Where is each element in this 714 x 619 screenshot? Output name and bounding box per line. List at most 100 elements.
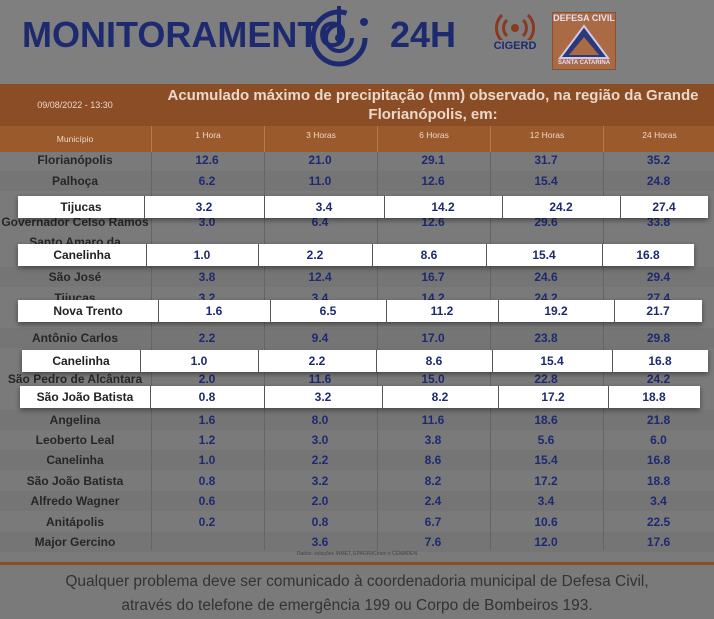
table-row: São Pedro de Alcântara 2.0 11.6 15.0 22.8 24.… xyxy=(0,369,714,389)
row-value: 15.4 xyxy=(534,174,558,188)
row-value: 29.1 xyxy=(421,153,445,167)
row-name: Florianópolis xyxy=(37,153,113,167)
card-value: 3.4 xyxy=(264,196,385,218)
row-value: 35.2 xyxy=(646,153,671,167)
row-value: 0.6 xyxy=(198,494,216,508)
row-name: Canelinha xyxy=(46,453,104,467)
row-value: 11.6 xyxy=(308,372,332,386)
triangle-emblem-icon xyxy=(558,24,610,59)
row-value: 2.2 xyxy=(311,453,329,467)
page-title: MONITORAMENTO xyxy=(22,14,347,55)
card-value: 3.2 xyxy=(144,196,265,218)
title-24h: 24H xyxy=(390,14,457,55)
col-header-24h: 24 Horas xyxy=(603,126,714,152)
card-name: Tijucas xyxy=(18,196,145,218)
card-value: 8.6 xyxy=(372,244,487,266)
highlight-card: Tijucas 3.2 3.4 14.2 24.2 27.4 xyxy=(18,196,708,218)
table-row: São José 3.8 12.4 16.7 24.6 29.4 xyxy=(0,267,714,287)
row-value: 5.6 xyxy=(537,433,555,447)
row-value: 22.8 xyxy=(534,372,558,386)
row-value: 21.0 xyxy=(308,153,332,167)
row-value: 11.6 xyxy=(421,413,445,427)
card-value: 17.2 xyxy=(498,386,609,408)
col-header-1h: 1 Hora xyxy=(151,126,264,152)
row-name: Major Gercino xyxy=(34,535,116,549)
card-name: Canelinha xyxy=(22,350,141,372)
row-value: 3.0 xyxy=(198,215,216,229)
footer-line-2: através do telefone de emergência 199 ou… xyxy=(121,597,593,614)
row-value: 0.2 xyxy=(198,515,216,529)
row-value: 29.8 xyxy=(646,331,671,345)
row-value: 24.8 xyxy=(646,174,671,188)
highlight-card: Nova Trento 1.6 6.5 11.2 19.2 21.7 xyxy=(18,300,702,322)
row-value: 12.6 xyxy=(421,174,445,188)
card-value: 6.5 xyxy=(270,300,387,322)
row-value: 1.6 xyxy=(198,413,216,427)
row-value: 3.8 xyxy=(198,270,216,284)
row-value: 6.0 xyxy=(650,433,667,447)
row-value: 22.5 xyxy=(646,515,671,529)
data-sources: Dados: estações INMET, EPAGRI/Ciram e CE… xyxy=(296,551,418,557)
table-row: Governador Celso Ramos 3.0 6.4 12.6 29.6 33.8 xyxy=(0,212,714,232)
footer-notice: Qualquer problema deve ser comunicado à … xyxy=(0,570,714,618)
col-header-6h-label: 6 Horas xyxy=(419,130,449,140)
row-value: 3.2 xyxy=(311,474,329,488)
card-value: 27.4 xyxy=(652,200,676,214)
row-value: 17.6 xyxy=(646,535,671,549)
row-value: 16.8 xyxy=(646,453,671,467)
table-row: Antônio Carlos 2.2 9.4 17.0 23.8 29.8 xyxy=(0,328,714,348)
card-value: 21.7 xyxy=(646,304,670,318)
table-row: Florianópolis 12.6 21.0 29.1 31.7 35.2 xyxy=(0,150,714,170)
col-header-12h: 12 Horas xyxy=(490,126,603,152)
row-value: 15.4 xyxy=(534,453,558,467)
col-header-6h: 6 Horas xyxy=(377,126,490,152)
row-value: 7.6 xyxy=(424,535,442,549)
col-header-1h-label: 1 Hora xyxy=(195,130,221,140)
row-value: 29.4 xyxy=(646,270,671,284)
highlight-card: Canelinha 1.0 2.2 8.6 15.4 16.8 xyxy=(18,244,694,266)
col-header-24h-label: 24 Horas xyxy=(642,130,677,140)
row-value: 10.6 xyxy=(534,515,558,529)
row-name: Alfredo Wagner xyxy=(30,494,120,508)
row-name: Angelina xyxy=(49,413,101,427)
signal-icon xyxy=(495,13,535,43)
row-value: 23.8 xyxy=(534,331,558,345)
card-value: 19.2 xyxy=(498,300,615,322)
card-name: Nova Trento xyxy=(18,300,159,322)
row-value: 18.6 xyxy=(534,413,558,427)
row-value: 12.6 xyxy=(195,153,219,167)
row-value: 0.8 xyxy=(311,515,329,529)
col-header-municipio: Município xyxy=(56,134,94,144)
row-name: Antônio Carlos xyxy=(32,331,118,345)
table-row: Palhoça 6.2 11.0 12.6 15.4 24.8 xyxy=(0,171,714,191)
table-row: São João Batista 0.8 3.2 8.2 17.2 18.8 xyxy=(0,471,714,491)
card-value: 18.8 xyxy=(642,390,666,404)
row-value: 18.8 xyxy=(646,474,671,488)
row-value: 2.4 xyxy=(424,494,442,508)
divider xyxy=(0,562,714,565)
row-value: 21.8 xyxy=(646,413,671,427)
row-value: 33.8 xyxy=(646,215,671,229)
card-value: 2.2 xyxy=(258,350,377,372)
row-value xyxy=(151,532,263,552)
card-value: 2.2 xyxy=(258,244,373,266)
col-header-12h-label: 12 Horas xyxy=(529,130,565,140)
row-value: 12.0 xyxy=(534,535,558,549)
row-value: 24.6 xyxy=(534,270,558,284)
card-value: 11.2 xyxy=(386,300,499,322)
cigerd-logo: CIGERD xyxy=(490,10,540,68)
row-value: 2.2 xyxy=(198,331,216,345)
row-value: 0.8 xyxy=(198,474,216,488)
row-value: 3.4 xyxy=(537,494,555,508)
table-caption: Acumulado máximo de precipitação (mm) ob… xyxy=(167,87,699,123)
row-value: 8.2 xyxy=(424,474,442,488)
row-name: Palhoça xyxy=(51,174,99,188)
row-value: 3.8 xyxy=(424,433,442,447)
row-name: São João Batista xyxy=(26,474,124,488)
card-value: 14.2 xyxy=(384,196,503,218)
table-row: Canelinha 1.0 2.2 8.6 15.4 16.8 xyxy=(0,450,714,470)
radar-icon xyxy=(310,6,368,67)
row-name: São Pedro de Alcântara xyxy=(7,372,143,386)
card-value: 8.6 xyxy=(376,350,493,372)
table-row: Anitápolis 0.2 0.8 6.7 10.6 22.5 xyxy=(0,512,714,532)
